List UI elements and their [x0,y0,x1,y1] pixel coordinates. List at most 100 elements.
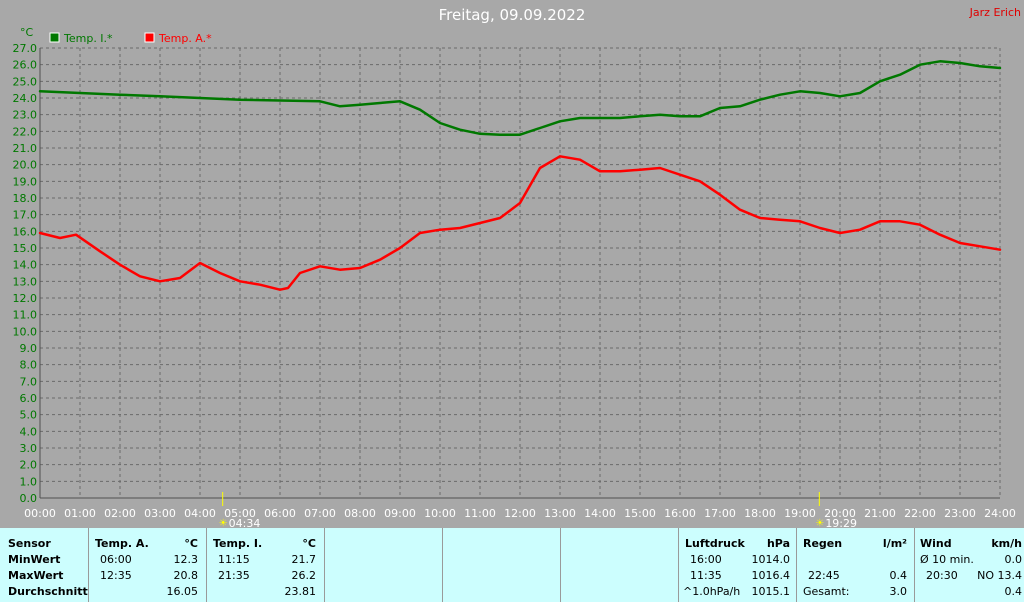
wind-avg: 0.0 [1004,553,1023,566]
x-tick-label: 12:00 [504,507,536,520]
y-tick-label: 7.0 [20,375,38,388]
x-tick-label: 23:00 [944,507,976,520]
x-tick-label: 10:00 [424,507,456,520]
rain-total-label: Gesamt: [803,585,850,598]
temp-i-max: 26.2 [291,569,317,582]
x-tick-label: 16:00 [664,507,696,520]
x-tick-label: 11:00 [464,507,496,520]
y-tick-label: 0.0 [20,492,38,505]
temperature-chart: 0.0 1.0 2.0 3.0 4.0 5.0 6.0 7.0 8.0 9.0 10.0 11.0 12… [13,26,1016,528]
column-divider [442,528,443,602]
x-tick-label: 09:00 [384,507,416,520]
legend-swatch [144,32,155,43]
temp-a-min: 12.3 [173,553,199,566]
wind-avg-label: Ø 10 min. [920,553,974,566]
pressure-max: 1016.4 [751,569,791,582]
x-tick-label: 22:00 [904,507,936,520]
temp-i-header: Temp. I. [213,537,263,550]
y-tick-label: 3.0 [20,442,38,455]
x-tick-label: 21:00 [864,507,896,520]
pressure-min-time: 16:00 [690,553,722,566]
y-tick-label: 9.0 [20,342,38,355]
column-divider [88,528,89,602]
y-tick-label: 20.0 [13,159,38,172]
wind-max-time: 20:30 [926,569,958,582]
y-tick-label: 17.0 [13,209,38,222]
max-label: MaxWert [8,569,64,582]
page-title: Freitag, 09.09.2022 [438,6,586,24]
x-tick-label: 02:00 [104,507,136,520]
legend-swatch [49,32,60,43]
temp-a-max-time: 12:35 [100,569,132,582]
sun-marker-label: 19:29 [825,517,857,528]
sun-marker-icon: ☀ [219,518,228,528]
x-tick-label: 07:00 [304,507,336,520]
x-tick-label: 08:00 [344,507,376,520]
wind-last: 0.4 [1004,585,1023,598]
y-tick-label: 25.0 [13,75,38,88]
legend-label: Temp. A.* [158,32,212,45]
sun-marker-label: 04:34 [229,517,261,528]
temp-a-unit: °C [184,537,198,550]
sun-marker-icon: ☀ [815,518,824,528]
y-tick-label: 27.0 [13,42,38,55]
y-tick-label: 26.0 [13,59,38,72]
x-tick-label: 03:00 [144,507,176,520]
temp-i-min: 21.7 [291,553,317,566]
x-tick-label: 04:00 [184,507,216,520]
column-divider [324,528,325,602]
x-tick-label: 06:00 [264,507,296,520]
column-divider [796,528,797,602]
series-line [38,155,1002,291]
y-axis-label: °C [20,26,34,39]
x-tick-label: 24:00 [984,507,1016,520]
x-tick-label: 15:00 [624,507,656,520]
y-tick-label: 2.0 [20,459,38,472]
pressure-header: Luftdruck [685,537,745,550]
pressure-trend-label: ^1.0hPa/h [683,585,741,598]
y-tick-label: 6.0 [20,392,38,405]
temp-a-avg: 16.05 [166,585,199,598]
y-tick-label: 5.0 [20,409,38,422]
y-tick-label: 12.0 [13,292,38,305]
column-divider [560,528,561,602]
y-tick-label: 1.0 [20,475,38,488]
column-divider [678,528,679,602]
avg-label: Durchschnitt [8,585,88,598]
temp-i-max-time: 21:35 [218,569,250,582]
temp-a-min-time: 06:00 [100,553,132,566]
x-tick-label: 17:00 [704,507,736,520]
y-tick-label: 22.0 [13,125,38,138]
pressure-min: 1014.0 [751,553,791,566]
temp-i-min-time: 11:15 [218,553,250,566]
column-divider [914,528,915,602]
rain-unit: l/m² [882,537,907,550]
temp-i-unit: °C [302,537,316,550]
temp-i-avg: 23.81 [284,585,317,598]
y-tick-label: 15.0 [13,242,38,255]
column-divider [206,528,207,602]
pressure-max-time: 11:35 [690,569,722,582]
min-label: MinWert [8,553,61,566]
y-tick-label: 4.0 [20,425,38,438]
temp-a-max: 20.8 [173,569,199,582]
legend-label: Temp. I.* [63,32,113,45]
x-tick-label: 01:00 [64,507,96,520]
rain-header: Regen [803,537,843,550]
x-tick-label: 20:00 [824,507,856,520]
x-tick-label: 13:00 [544,507,576,520]
x-tick-label: 14:00 [584,507,616,520]
y-tick-label: 13.0 [13,275,38,288]
y-tick-label: 8.0 [20,359,38,372]
y-tick-label: 21.0 [13,142,38,155]
y-tick-label: 24.0 [13,92,38,105]
author-label: Jarz Erich [969,6,1021,19]
stats-panel: Sensor MinWert MaxWert Durchschnitt Temp… [0,528,1024,602]
y-tick-label: 14.0 [13,259,38,272]
pressure-trend: 1015.1 [751,585,791,598]
x-tick-label: 00:00 [24,507,56,520]
series-line [38,60,1002,136]
rain-total: 3.0 [889,585,908,598]
y-tick-label: 18.0 [13,192,38,205]
pressure-unit: hPa [766,537,790,550]
